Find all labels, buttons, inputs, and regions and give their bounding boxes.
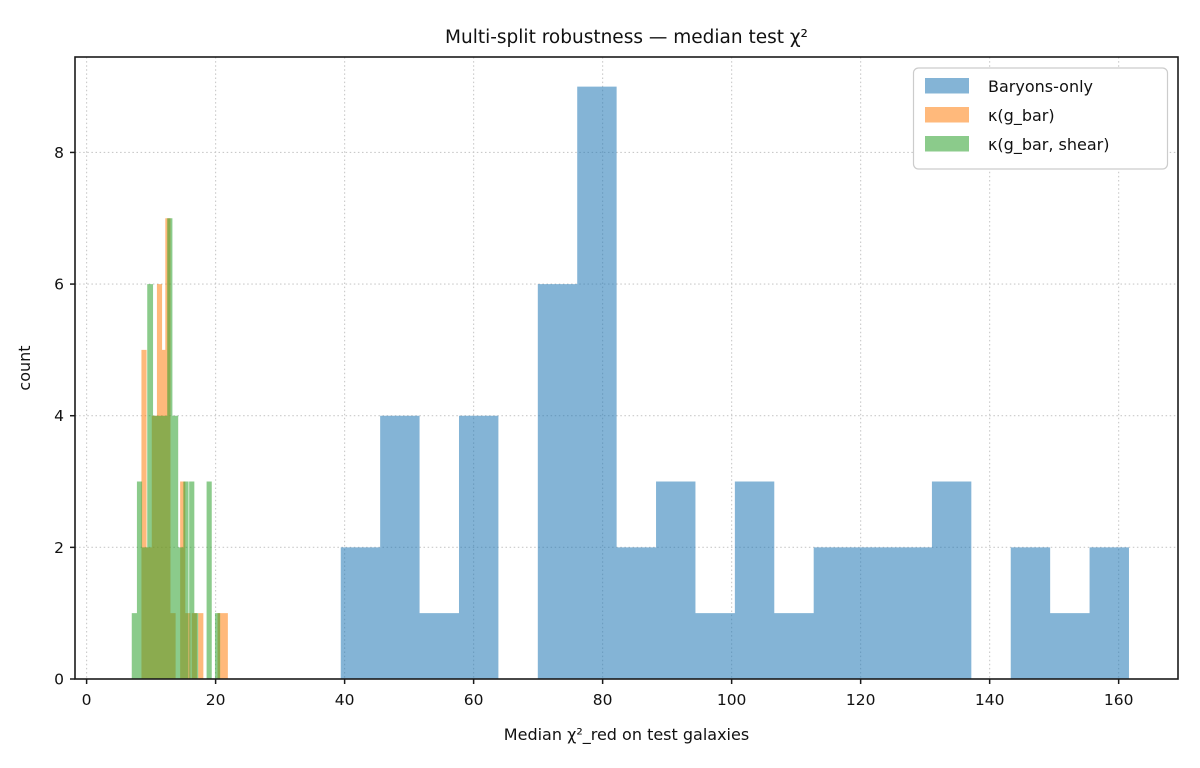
legend: Baryons-only κ(g_bar) κ(g_bar, shear): [912, 67, 1169, 170]
x-tick-label: 140: [975, 691, 1005, 709]
x-tick-label: 80: [593, 691, 613, 709]
y-tick-label: 4: [54, 407, 64, 425]
series-bars-2: [131, 218, 221, 679]
x-tick-label: 0: [82, 691, 92, 709]
y-tick-label: 0: [54, 671, 64, 689]
legend-label-kappa-gbar: κ(g_bar): [988, 106, 1055, 126]
axes-spines: [74, 56, 1179, 680]
x-tick-label: 20: [206, 691, 226, 709]
legend-swatch-kappa-gbar: [925, 107, 969, 123]
y-tick-label: 2: [54, 539, 64, 557]
x-tick-label: 40: [335, 691, 355, 709]
x-tick-label: 100: [717, 691, 747, 709]
x-tick-label: 60: [464, 691, 484, 709]
x-tick-label: 160: [1104, 691, 1134, 709]
chart-title: Multi-split robustness — median test χ²: [445, 27, 808, 48]
y-tick-label: 8: [54, 144, 64, 162]
legend-label-kappa-gbar-shear: κ(g_bar, shear): [988, 135, 1109, 155]
x-tick-label: 120: [846, 691, 876, 709]
y-axis-label: count: [15, 345, 34, 390]
bars-layer: [131, 86, 1129, 680]
x-axis-label: Median χ²_red on test galaxies: [504, 725, 749, 745]
series-bars-0: [340, 86, 1129, 680]
legend-swatch-baryons-only: [925, 78, 969, 94]
legend-box: [912, 67, 1169, 170]
ticks-layer: 0 20 40 60 80 100 120 140 160 0 2 4 6 8: [54, 144, 1133, 709]
legend-label-baryons-only: Baryons-only: [988, 77, 1093, 96]
y-tick-label: 6: [54, 276, 64, 294]
legend-swatch-kappa-gbar-shear: [925, 136, 969, 152]
